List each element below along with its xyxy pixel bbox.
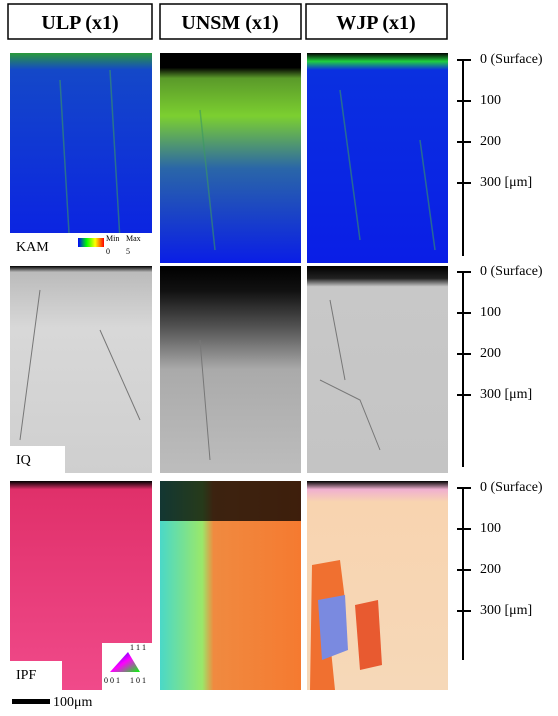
- kam-map: [160, 53, 301, 263]
- label-box: [10, 446, 65, 473]
- header-box: [7, 3, 153, 40]
- ipf-pole: 0 0 1: [104, 676, 120, 685]
- legend-max-value: 5: [126, 247, 130, 256]
- row-label: IQ: [16, 453, 31, 468]
- depth-label: 300 [μm]: [480, 175, 532, 190]
- iq-map: [307, 266, 448, 473]
- depth-label: 300 [μm]: [480, 603, 532, 618]
- depth-label: 100: [480, 305, 501, 320]
- header-box: [305, 3, 448, 40]
- depth-label: 0 (Surface): [480, 264, 543, 279]
- depth-label: 100: [480, 93, 501, 108]
- depth-label: 0 (Surface): [480, 52, 543, 67]
- depth-axes: 0 (Surface) 100 200 300 [μm] 0 (Surface) 100 2…: [457, 52, 543, 660]
- legend-min-value: 0: [106, 247, 110, 256]
- row-label: KAM: [16, 240, 49, 255]
- column-header: UNSM (x1): [181, 12, 278, 34]
- kam-map: [10, 53, 152, 263]
- depth-label: 200: [480, 346, 501, 361]
- depth-label: 100: [480, 521, 501, 536]
- depth-label: 300 [μm]: [480, 387, 532, 402]
- texture: [59, 69, 436, 251]
- scale-bar: [12, 699, 50, 704]
- kam-map: [307, 53, 448, 263]
- header-box: [159, 3, 302, 40]
- legend-min: Min: [106, 234, 119, 243]
- depth-label: 0 (Surface): [480, 480, 543, 495]
- column-header: WJP (x1): [336, 12, 415, 34]
- label-box: [10, 661, 62, 690]
- texture: [19, 289, 381, 461]
- legend-max: Max: [126, 234, 141, 243]
- row-label: IPF: [16, 668, 36, 683]
- iq-map: [10, 266, 152, 473]
- ipf-pole: 1 1 1: [130, 643, 146, 652]
- grain: [318, 595, 348, 660]
- iq-map: [160, 266, 301, 473]
- scale-bar-label: 100μm: [53, 695, 93, 710]
- kam-colorbar: [78, 238, 104, 247]
- column-header: ULP (x1): [41, 12, 118, 34]
- ipf-top: [160, 481, 301, 521]
- depth-label: 200: [480, 134, 501, 149]
- ipf-triangle: [110, 652, 140, 672]
- depth-label: 200: [480, 562, 501, 577]
- grain: [355, 600, 382, 670]
- ipf-pole: 1 0 1: [130, 676, 146, 685]
